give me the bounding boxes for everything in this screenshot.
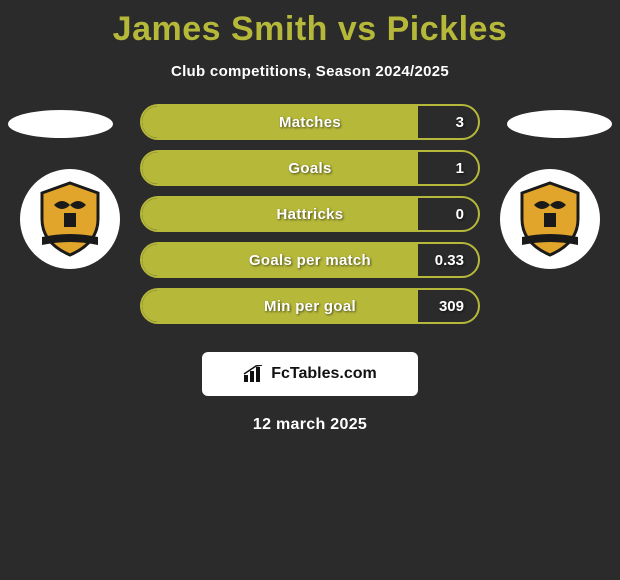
stat-value-right: 0 xyxy=(456,198,464,230)
stat-row-hattricks: Hattricks 0 xyxy=(140,196,480,232)
stat-value-right: 1 xyxy=(456,152,464,184)
stat-label: Matches xyxy=(142,106,478,138)
stat-row-matches: Matches 3 xyxy=(140,104,480,140)
stat-label: Hattricks xyxy=(142,198,478,230)
stat-label: Goals per match xyxy=(142,244,478,276)
stat-value-right: 3 xyxy=(456,106,464,138)
bar-chart-icon xyxy=(243,365,265,383)
stat-label: Min per goal xyxy=(142,290,478,322)
player-avatar-right xyxy=(507,110,612,138)
brand-label: FcTables.com xyxy=(271,365,377,383)
stats-list: Matches 3 Goals 1 Hattricks 0 Goals per … xyxy=(140,104,480,334)
stat-row-goals-per-match: Goals per match 0.33 xyxy=(140,242,480,278)
stat-value-right: 0.33 xyxy=(435,244,464,276)
comparison-area: Matches 3 Goals 1 Hattricks 0 Goals per … xyxy=(0,104,620,334)
stat-value-right: 309 xyxy=(439,290,464,322)
player-avatar-left xyxy=(8,110,113,138)
subtitle: Club competitions, Season 2024/2025 xyxy=(0,63,620,80)
brand-link[interactable]: FcTables.com xyxy=(202,352,418,396)
club-badge-right xyxy=(500,169,600,269)
southport-crest-icon xyxy=(514,179,586,259)
stat-row-goals: Goals 1 xyxy=(140,150,480,186)
date-label: 12 march 2025 xyxy=(0,416,620,434)
southport-crest-icon xyxy=(34,179,106,259)
club-badge-left xyxy=(20,169,120,269)
stat-row-min-per-goal: Min per goal 309 xyxy=(140,288,480,324)
stat-label: Goals xyxy=(142,152,478,184)
page-title: James Smith vs Pickles xyxy=(0,0,620,49)
